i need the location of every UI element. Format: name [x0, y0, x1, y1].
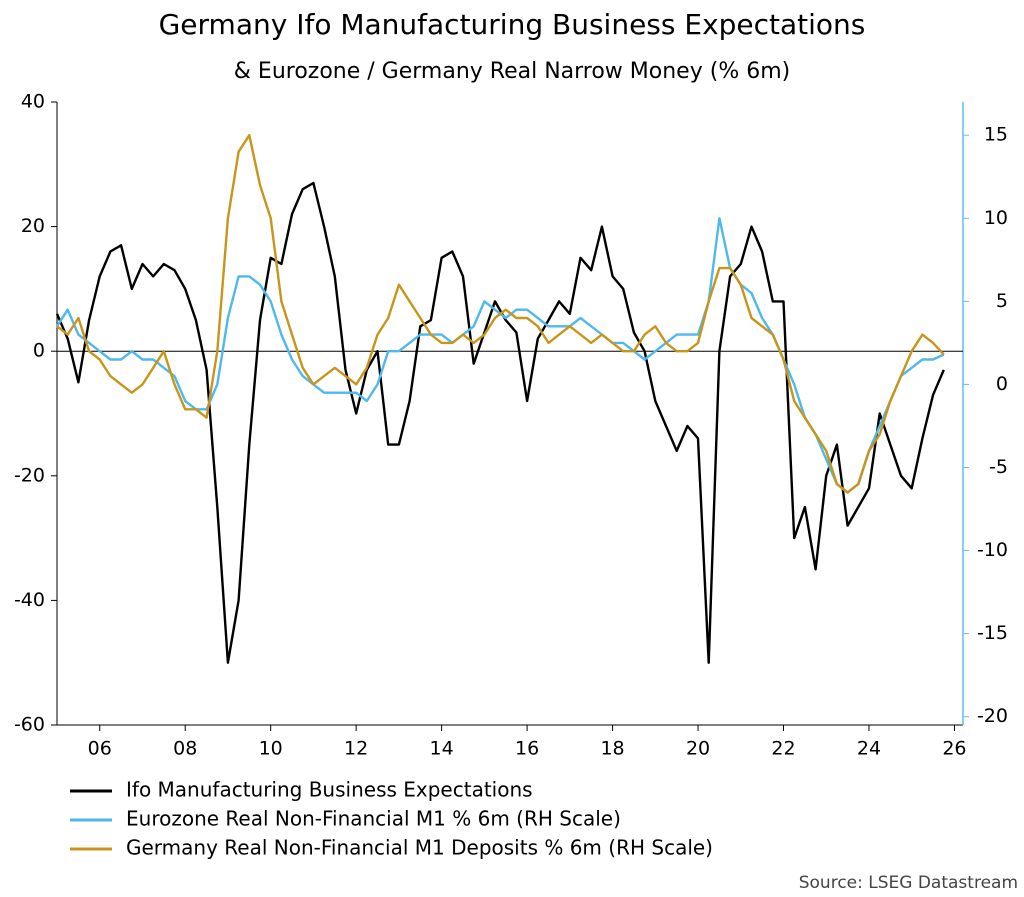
x-tick-label: 16 [515, 738, 539, 760]
y2-tick-label: -10 [977, 539, 1008, 561]
x-tick-label: 06 [88, 738, 112, 760]
y-tick-label: -20 [14, 464, 45, 486]
x-tick-label: 10 [259, 738, 283, 760]
y2-tick-label: -20 [977, 705, 1008, 727]
x-tick-label: 26 [942, 738, 966, 760]
legend-label: Ifo Manufacturing Business Expectations [126, 778, 533, 802]
y-tick-label: -40 [14, 589, 45, 611]
chart-title: Germany Ifo Manufacturing Business Expec… [159, 8, 866, 41]
x-tick-label: 24 [857, 738, 881, 760]
y2-tick-label: 5 [996, 290, 1008, 312]
series-line [56, 134, 945, 494]
y2-tick-label: 10 [984, 207, 1008, 229]
x-tick-label: 20 [686, 738, 710, 760]
y2-tick-label: -15 [977, 622, 1008, 644]
y-tick-label: -60 [14, 714, 45, 736]
x-tick-label: 18 [600, 738, 624, 760]
y2-tick-label: -5 [989, 456, 1008, 478]
series-line [55, 181, 945, 664]
x-tick-label: 22 [771, 738, 795, 760]
x-tick-label: 14 [430, 738, 454, 760]
x-tick-label: 08 [173, 738, 197, 760]
legend-label: Eurozone Real Non-Financial M1 % 6m (RH … [126, 807, 621, 831]
series-line [55, 217, 945, 494]
y2-tick-label: 0 [996, 373, 1008, 395]
y-tick-label: 40 [21, 91, 45, 113]
legend-label: Germany Real Non-Financial M1 Deposits %… [126, 836, 713, 860]
y-tick-label: 0 [33, 340, 45, 362]
chart-subtitle: & Eurozone / Germany Real Narrow Money (… [234, 59, 790, 84]
x-tick-label: 12 [344, 738, 368, 760]
y2-tick-label: 15 [984, 124, 1008, 146]
source-note: Source: LSEG Datastream [799, 873, 1018, 893]
y-tick-label: 20 [21, 215, 45, 237]
